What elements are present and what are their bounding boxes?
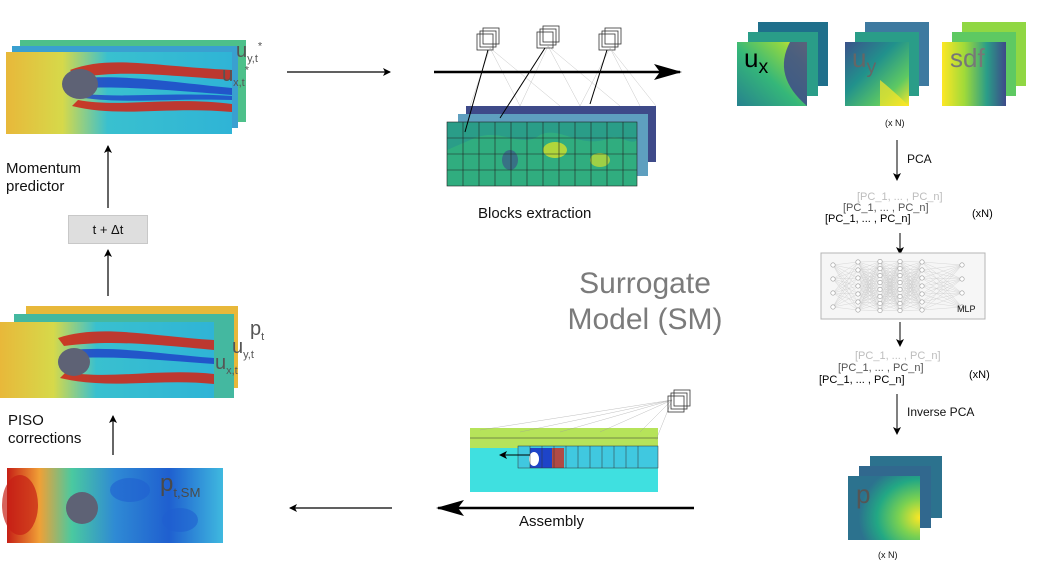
xN-pc-top-label: (xN) [972,208,993,220]
ux-card-stack [737,22,828,106]
inverse-pca-label: Inverse PCA [907,405,975,419]
pc-line-faint: [PC_1, ... , PC_n] [857,191,943,203]
top-flow-field-stack [6,40,246,134]
mlp-neuron [959,304,965,310]
momentum-predictor-label: Momentum predictor [6,160,82,195]
xN-top-label: (x N) [885,118,905,128]
mlp-neuron [897,272,903,278]
mlp-neuron [855,283,861,289]
pressure-field [2,468,223,543]
mlp-neuron [877,279,883,285]
p-output-card-stack [848,456,942,540]
ux-star-label: ux,t* [222,64,250,89]
xN-bottom-label: (x N) [878,550,898,560]
mlp-neuron [877,286,883,292]
mlp-neuron [897,307,903,313]
mlp-neuron [855,307,861,313]
pc-line-dark: [PC_1, ... , PC_n] [825,213,911,225]
mlp-neuron [919,291,925,297]
mlp-neuron [897,265,903,271]
mlp-neuron [897,258,903,264]
mlp-neuron [897,279,903,285]
mlp-neuron [855,291,861,297]
mlp-neuron [877,307,883,313]
uy-t-label: uy,t [232,336,254,361]
mlp-neuron [919,275,925,281]
mlp-neuron [855,275,861,281]
obstacle-cylinder [66,492,98,524]
mlp-neuron [855,267,861,273]
pc-line-mid: [PC_1, ... , PC_n] [843,202,929,214]
mlp-neuron [855,299,861,305]
mlp-neuron [919,283,925,289]
piso-corrections-label: PISO corrections [8,412,82,447]
mlp-neuron [897,286,903,292]
mlp-neuron [919,299,925,305]
mid-flow-field-stack [0,306,238,398]
mlp-neuron [855,259,861,265]
assembly-label: Assembly [519,513,585,530]
ux-t-label: ux,t [215,352,238,377]
mlp-neuron [877,293,883,299]
blocks-extraction-graphic [446,25,657,187]
ux-input-label: ux [744,43,769,79]
p-t-sm-label: pt,SM [160,470,201,500]
pc-line-dark-2: [PC_1, ... , PC_n] [819,374,905,386]
xN-pc-bottom-label: (xN) [969,369,990,381]
uy-card-stack [845,22,929,106]
obstacle-cylinder [58,348,90,376]
pc-line-faint-2: [PC_1, ... , PC_n] [855,350,941,362]
mlp-label: MLP [957,304,976,314]
time-step-box: t + Δt [68,215,148,244]
sdf-input-label: sdf [950,43,985,73]
pca-label: PCA [907,152,932,166]
mlp-neuron [919,267,925,273]
mlp-neuron [877,300,883,306]
mlp-neuron [919,307,925,313]
mlp-neuron [830,290,836,296]
mlp-neuron [919,259,925,265]
uy-star-label: uy,t* [236,40,263,65]
pc-line-mid-2: [PC_1, ... , PC_n] [838,362,924,374]
sdf-card-stack [942,22,1026,106]
mlp-neuron [830,304,836,310]
p-t-label: pt [250,318,265,343]
mlp-neuron [959,276,965,282]
mlp-neuron [897,293,903,299]
mlp-network [820,252,986,320]
blocks-extraction-label: Blocks extraction [478,205,592,222]
mlp-neuron [897,300,903,306]
mlp-neuron [877,258,883,264]
mlp-neuron [877,265,883,271]
p-output-label: p [856,479,871,509]
mlp-neuron [959,262,965,268]
mlp-neuron [830,262,836,268]
mlp-neuron [959,290,965,296]
surrogate-model-title: Surrogate Model (SM) [567,267,723,336]
obstacle-cylinder [62,69,98,99]
assembly-graphic [470,389,691,492]
mlp-neuron [877,272,883,278]
mlp-neuron [830,276,836,282]
uy-input-label: uy [852,43,877,79]
